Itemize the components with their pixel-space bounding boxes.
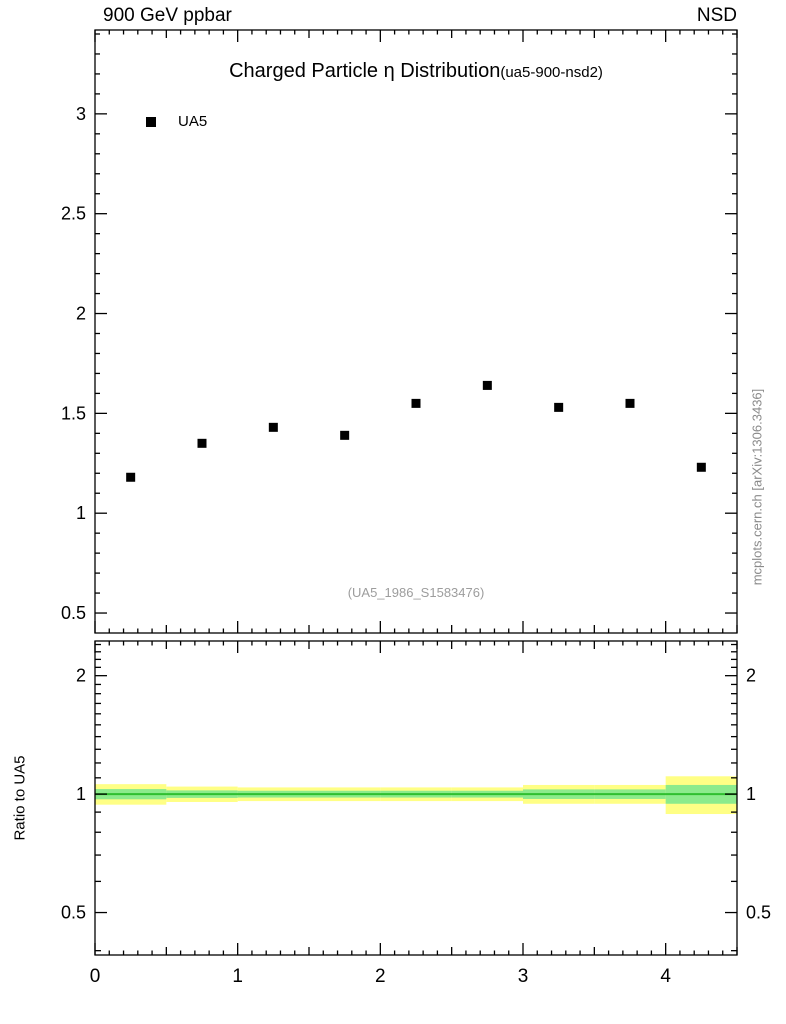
legend-label: UA5 [178, 113, 208, 130]
header-event-class-label: NSD [696, 5, 737, 26]
ratio-y-tick-label-right: 1 [746, 784, 756, 804]
y-axis-tick-label: 1.5 [61, 403, 86, 423]
data-point-marker [696, 462, 706, 472]
x-axis-tick-label: 3 [518, 966, 529, 987]
plot-title-main: Charged Particle η Distribution [229, 60, 501, 82]
y-axis-tick-label: 1 [76, 503, 86, 523]
data-point-marker [482, 380, 492, 390]
y-axis-tick-label: 0.5 [61, 603, 86, 623]
data-point-marker [554, 402, 564, 412]
ratio-panel-border [94, 640, 738, 956]
legend-square-marker-icon [146, 116, 156, 127]
ratio-y-tick-label-right: 2 [746, 666, 756, 686]
ratio-y-tick-label-left: 1 [76, 784, 86, 804]
x-axis-tick-label: 4 [660, 966, 671, 987]
data-point-marker [340, 430, 350, 440]
analysis-watermark: (UA5_1986_S1583476) [347, 585, 485, 600]
mcplots-side-note: mcplots.cern.ch [arXiv:1306.3436] [749, 388, 765, 586]
data-point-marker [197, 438, 207, 448]
x-axis-tick-label: 1 [232, 966, 243, 987]
y-axis-tick-label: 2.5 [61, 204, 86, 224]
header-beam-label: 900 GeV ppbar [103, 5, 232, 26]
ratio-y-tick-label-left: 2 [76, 666, 86, 686]
data-point-marker [126, 472, 136, 482]
ratio-y-tick-label-right: 0.5 [746, 903, 771, 923]
plot-title: Charged Particle η Distribution(ua5-900-… [95, 60, 737, 83]
ratio-y-tick-label-left: 0.5 [61, 903, 86, 923]
y-axis-tick-label: 3 [76, 104, 86, 124]
data-point-marker [625, 398, 635, 408]
x-axis-tick-label: 2 [375, 966, 386, 987]
legend: UA5 [146, 113, 207, 130]
ratio-y-axis-label: Ratio to UA5 [11, 755, 29, 841]
x-axis-tick-label: 0 [90, 966, 101, 987]
plot-title-suffix: (ua5-900-nsd2) [500, 64, 603, 81]
data-point-marker [411, 398, 421, 408]
main-panel-border [94, 29, 738, 634]
data-point-marker [268, 422, 278, 432]
y-axis-tick-label: 2 [76, 304, 86, 324]
